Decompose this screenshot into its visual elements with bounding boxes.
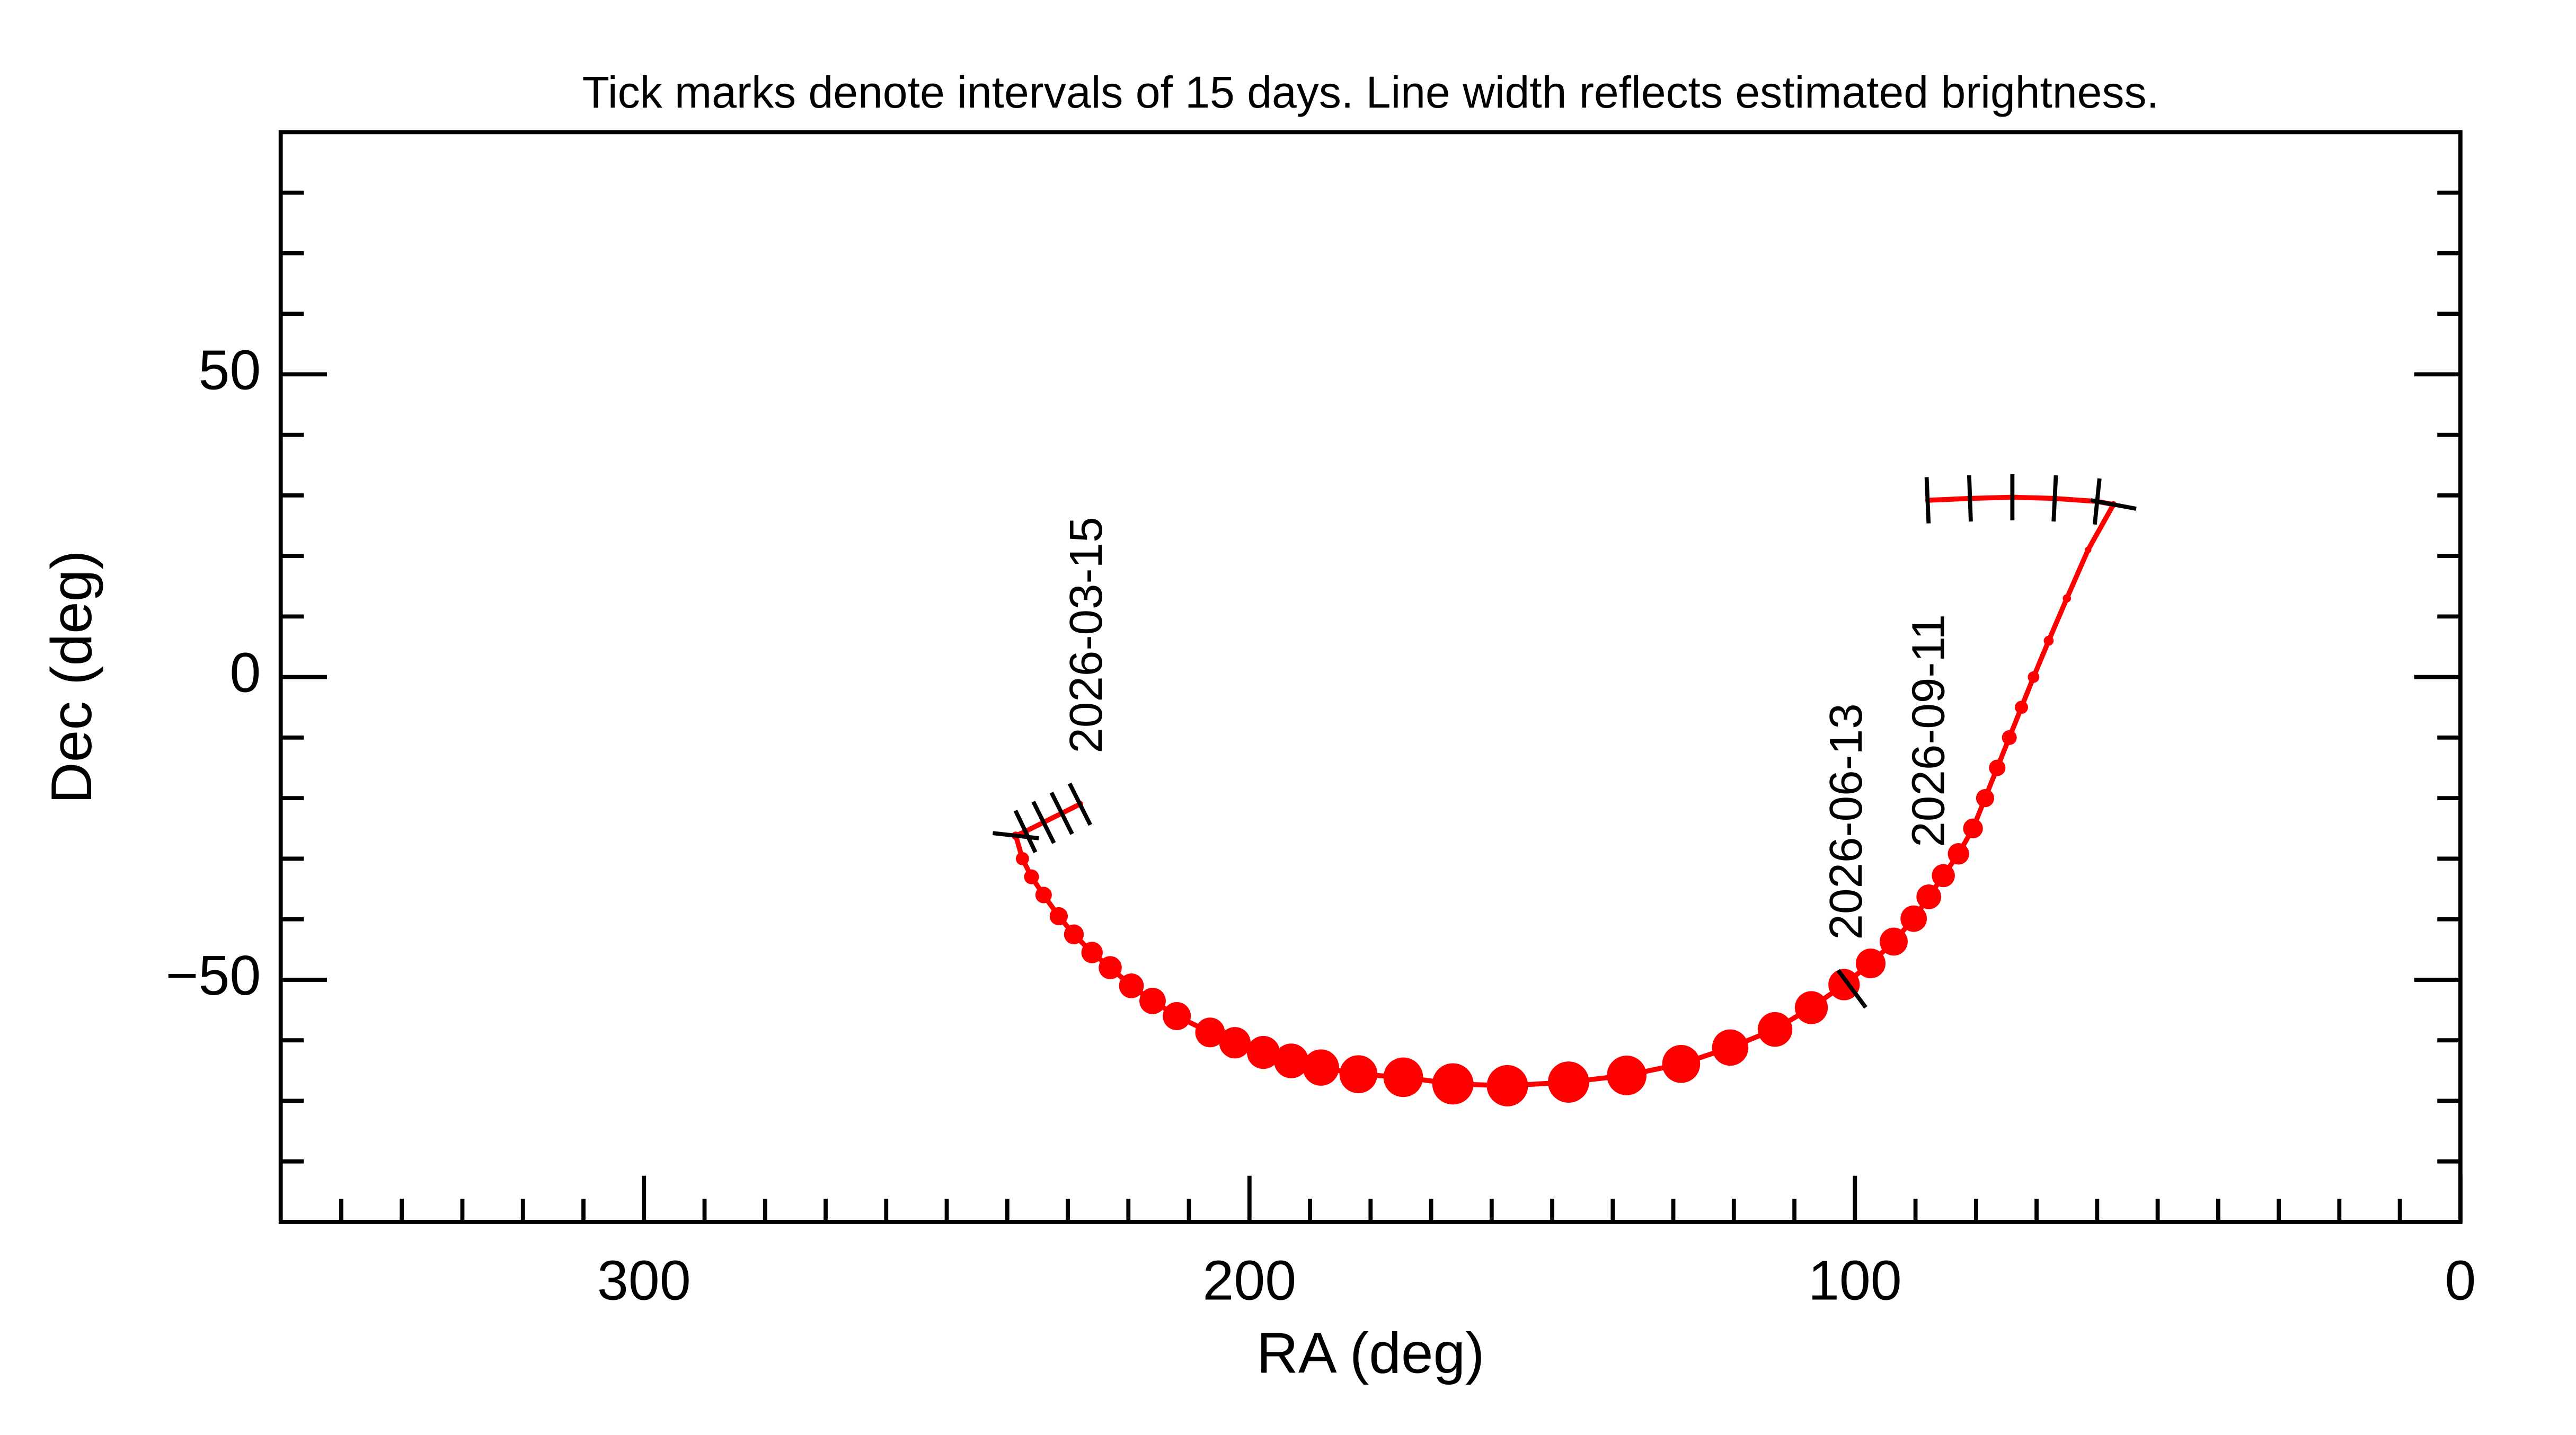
- track-point: [1195, 1017, 1225, 1048]
- track-point: [2062, 594, 2072, 603]
- track-point: [1989, 759, 2006, 776]
- track-point: [1024, 869, 1039, 884]
- date-tick: [992, 831, 1039, 840]
- track-point: [1219, 1027, 1251, 1059]
- track-point: [1139, 987, 1166, 1014]
- track-point: [1855, 949, 1886, 979]
- track-point: [1607, 1056, 1646, 1095]
- track-point: [1273, 1043, 1309, 1078]
- date-tick: [2051, 475, 2058, 522]
- track-point: [2043, 635, 2054, 646]
- track-point: [1916, 884, 1942, 909]
- x-axis-label: RA (deg): [1256, 1321, 1484, 1385]
- date-tick: [2090, 498, 2137, 511]
- track-point: [1757, 1012, 1793, 1047]
- track-point: [1339, 1055, 1378, 1093]
- chart-title: Tick marks denote intervals of 15 days. …: [582, 67, 2159, 117]
- track-point: [1119, 973, 1144, 998]
- track-point: [1712, 1029, 1749, 1066]
- track-point: [1879, 927, 1908, 956]
- track-point: [2084, 546, 2092, 553]
- track-point: [1064, 924, 1084, 944]
- plot-frame: [278, 130, 2463, 1224]
- track-point: [1303, 1049, 1339, 1086]
- track-line: [1013, 494, 2116, 1088]
- date-tick: [1924, 477, 1931, 524]
- track-point: [1246, 1035, 1280, 1069]
- track-point: [1547, 1061, 1589, 1103]
- y-tick-label: 0: [229, 642, 261, 704]
- track-point: [1486, 1065, 1528, 1106]
- track-point: [1900, 905, 1927, 932]
- x-tick-label: 200: [1202, 1249, 1296, 1312]
- y-axis-label: Dec (deg): [39, 550, 104, 804]
- track-point: [1932, 864, 1955, 888]
- track-point: [1383, 1057, 1423, 1097]
- date-label: 2026-06-13: [1820, 703, 1872, 940]
- track-point: [1035, 887, 1052, 903]
- track-point: [1015, 852, 1029, 865]
- date-tick: [1967, 475, 1973, 522]
- track-point: [1432, 1063, 1474, 1105]
- date-label: 2026-03-15: [1060, 517, 1112, 753]
- y-tick-label: 50: [198, 339, 261, 401]
- date-tick: [1049, 791, 1074, 835]
- track-point: [1948, 843, 1969, 865]
- track-point: [1963, 818, 1983, 838]
- track-point: [1662, 1044, 1701, 1083]
- x-tick-label: 300: [597, 1249, 691, 1312]
- x-tick-label: 100: [1808, 1249, 1902, 1312]
- x-tick-label: 0: [2445, 1249, 2476, 1312]
- track-point: [1828, 969, 1860, 1000]
- track-point: [1099, 956, 1122, 979]
- track-point: [1794, 991, 1828, 1024]
- y-tick-label: −50: [166, 944, 261, 1007]
- track-point: [1976, 789, 1995, 808]
- date-label: 2026-09-11: [1902, 614, 1954, 847]
- date-tick: [1067, 782, 1092, 826]
- track-point: [1163, 1002, 1191, 1030]
- date-tick: [1031, 801, 1056, 844]
- date-tick: [1836, 969, 1867, 1009]
- track-point: [2015, 701, 2028, 714]
- track-point: [2002, 730, 2017, 745]
- track-point: [2028, 671, 2040, 683]
- track-point: [1049, 907, 1068, 926]
- track-point: [1081, 942, 1103, 963]
- date-tick: [1013, 809, 1038, 854]
